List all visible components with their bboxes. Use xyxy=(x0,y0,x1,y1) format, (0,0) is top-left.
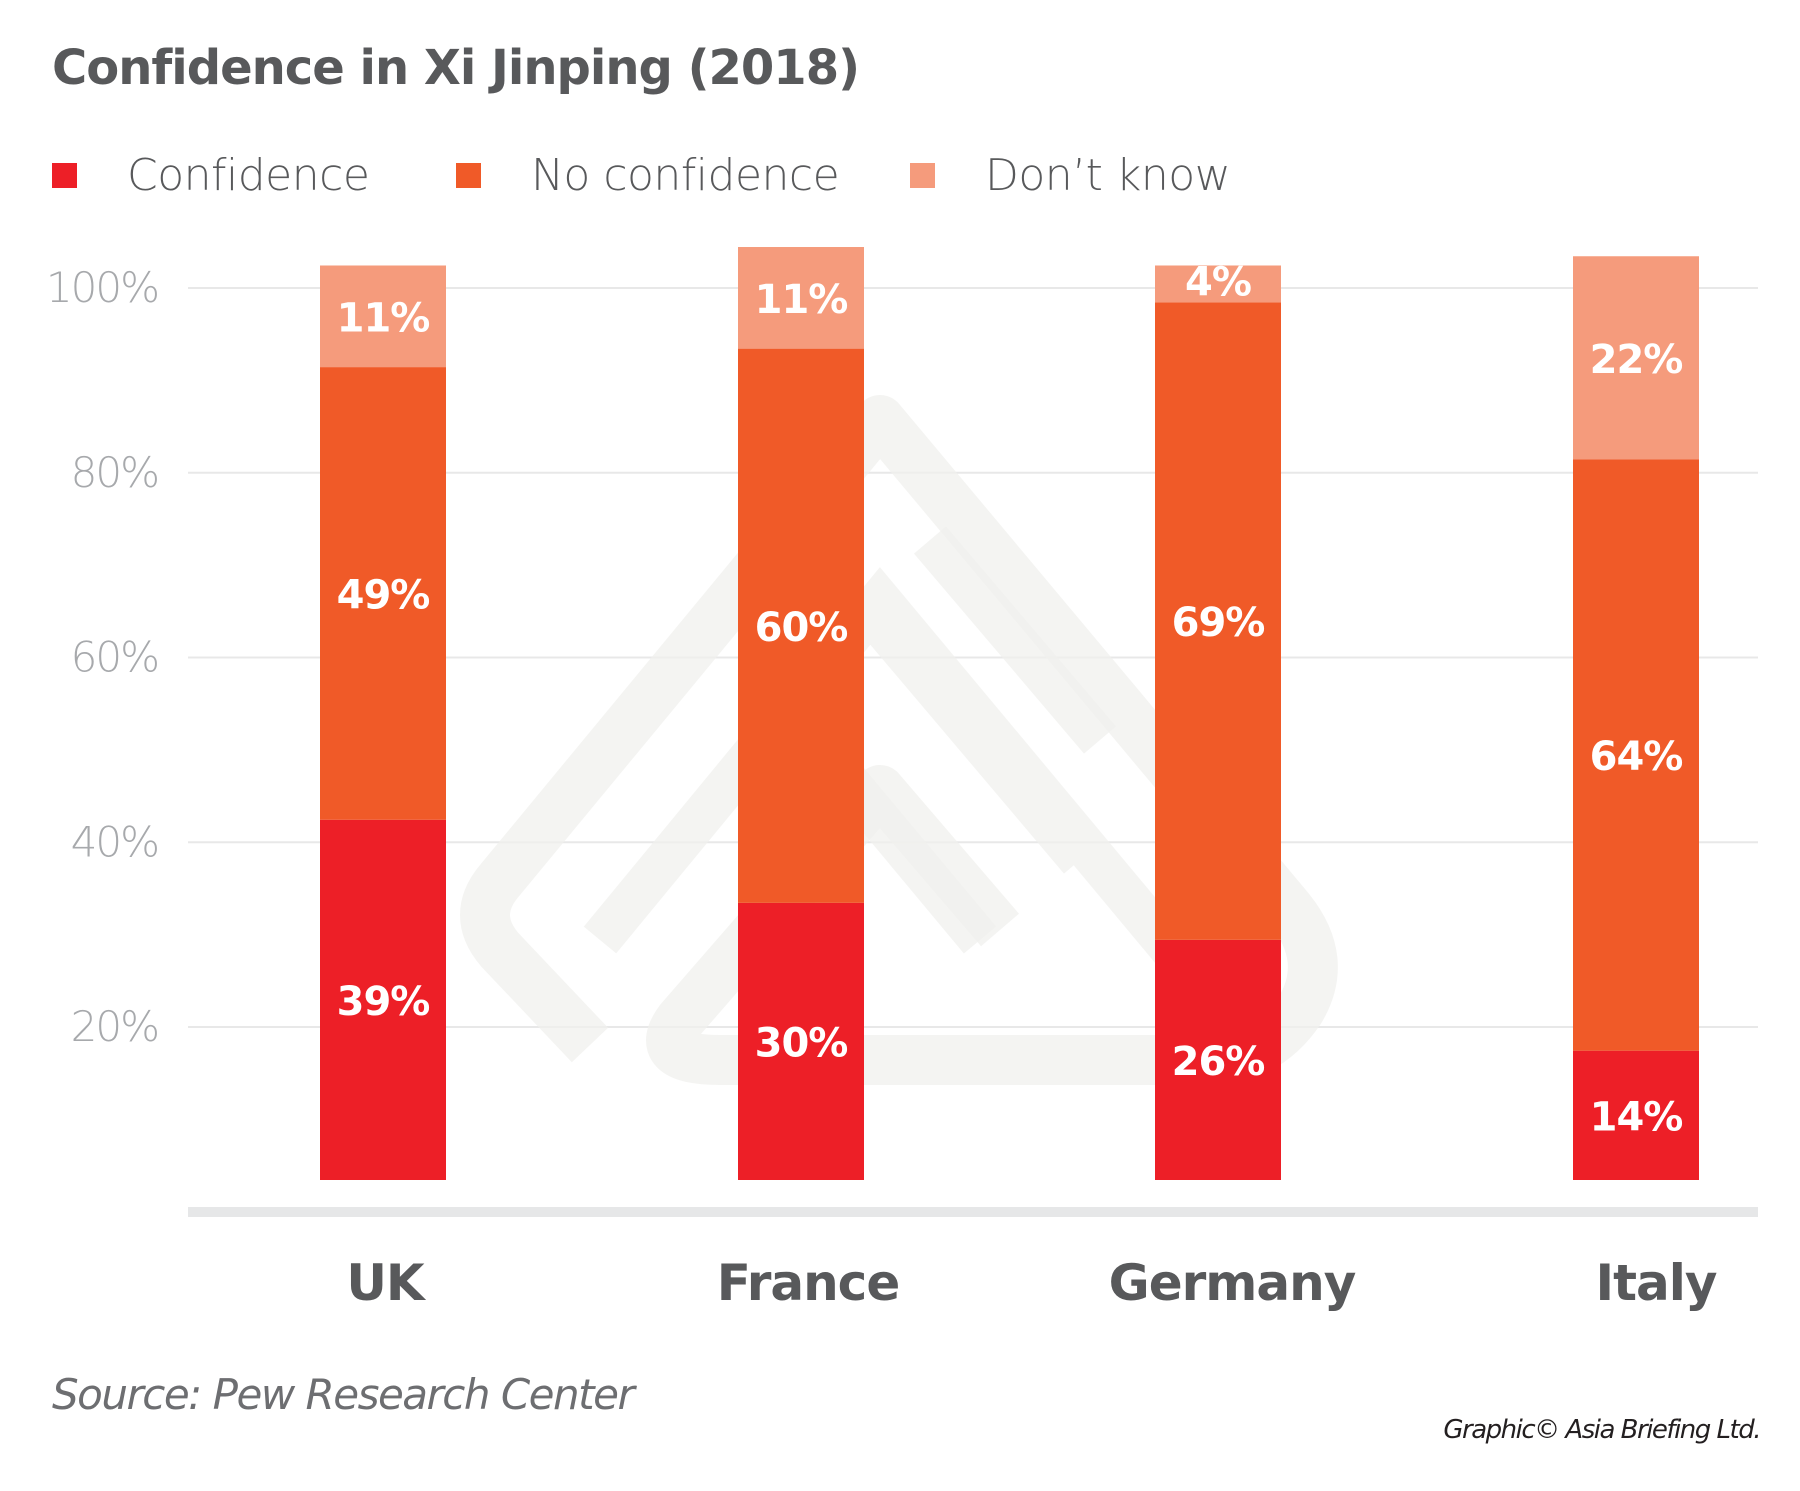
data-label: 14% xyxy=(1590,1094,1683,1140)
data-label: 60% xyxy=(755,605,848,651)
x-axis: UK France Germany Italy xyxy=(346,1254,1718,1312)
data-label: 49% xyxy=(337,572,430,618)
bar-group-uk: 39% 49% 11% xyxy=(320,265,446,1180)
legend-label: No confidence xyxy=(531,150,840,201)
bar-group-france: 30% 60% 11% xyxy=(738,247,864,1180)
y-tick-label: 20% xyxy=(71,1002,158,1051)
x-tick-label: UK xyxy=(346,1254,427,1312)
x-axis-baseline xyxy=(188,1207,1758,1217)
data-label: 30% xyxy=(755,1020,848,1066)
watermark-logo-icon xyxy=(460,395,1338,1087)
bar-segment-don-t-know xyxy=(1573,256,1699,460)
bar-segment-no-confidence xyxy=(1573,459,1699,1051)
data-label: 4% xyxy=(1185,259,1251,305)
data-label: 22% xyxy=(1590,337,1683,383)
y-axis: 20% 40% 60% 80% 100% xyxy=(46,263,160,1051)
credit-note: Graphic© Asia Briefing Ltd. xyxy=(1443,1415,1761,1445)
data-label: 69% xyxy=(1172,600,1265,646)
data-label: 11% xyxy=(755,277,848,323)
bar-segment-no-confidence xyxy=(738,348,864,903)
bar-segment-don-t-know xyxy=(1155,265,1281,303)
legend-item-dont-know: Don’t know xyxy=(910,150,1231,201)
legend-label: Don’t know xyxy=(985,150,1231,201)
data-label: 11% xyxy=(337,295,430,341)
data-label: 64% xyxy=(1590,734,1683,780)
bar-group-germany: 26% 69% 4% xyxy=(1155,259,1281,1180)
data-label: 26% xyxy=(1172,1039,1265,1085)
legend-swatch-dont-know xyxy=(910,163,935,188)
bars: 39% 49% 11% 30% 60% 11% 26% 69% 4% 14% 64% 22% xyxy=(320,247,1699,1180)
legend-swatch-no-confidence xyxy=(456,163,481,188)
data-label: 39% xyxy=(337,979,430,1025)
y-tick-label: 40% xyxy=(71,817,158,866)
y-tick-label: 100% xyxy=(46,263,158,312)
legend-swatch-confidence xyxy=(52,163,77,188)
bar-segment-confidence xyxy=(320,819,446,1180)
y-tick-label: 80% xyxy=(71,448,158,497)
legend-item-confidence: Confidence xyxy=(52,150,370,201)
chart-title: Confidence in Xi Jinping (2018) xyxy=(52,40,860,96)
watermark-outline xyxy=(460,395,1338,1087)
source-note: Source: Pew Research Center xyxy=(52,1370,635,1419)
bar-segment-no-confidence xyxy=(320,367,446,820)
x-tick-label: Italy xyxy=(1596,1254,1717,1312)
bar-segment-don-t-know xyxy=(738,247,864,349)
bar-segment-confidence xyxy=(1155,939,1281,1180)
legend-label: Confidence xyxy=(127,150,370,201)
bar-segment-don-t-know xyxy=(320,265,446,368)
watermark-inner xyxy=(583,526,1197,974)
gridlines xyxy=(188,287,1758,1028)
x-tick-label: Germany xyxy=(1109,1254,1356,1312)
bar-segment-confidence xyxy=(738,902,864,1180)
legend-item-no-confidence: No confidence xyxy=(456,150,840,201)
x-tick-label: France xyxy=(717,1254,900,1312)
bar-segment-no-confidence xyxy=(1155,302,1281,940)
bar-segment-confidence xyxy=(1573,1050,1699,1180)
y-tick-label: 60% xyxy=(71,633,158,682)
bar-group-italy: 14% 64% 22% xyxy=(1573,256,1699,1180)
